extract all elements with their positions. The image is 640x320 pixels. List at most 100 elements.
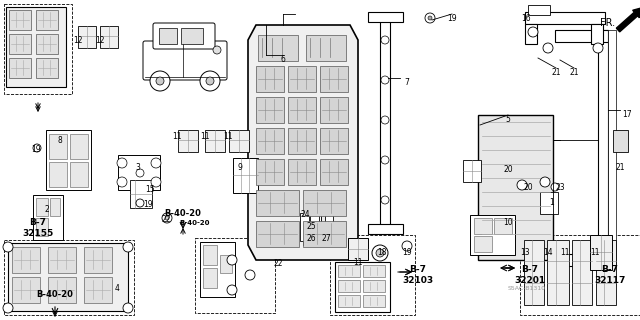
Bar [478, 115, 553, 260]
Bar [256, 190, 299, 216]
Circle shape [123, 242, 133, 252]
Bar [256, 66, 284, 92]
Circle shape [117, 158, 127, 168]
Bar [256, 221, 299, 247]
Bar [300, 213, 309, 241]
Bar [258, 35, 298, 61]
Bar [338, 280, 360, 292]
Text: S5AC-B1310: S5AC-B1310 [508, 286, 546, 291]
Bar [303, 190, 346, 216]
Text: 11: 11 [172, 132, 182, 141]
Text: 6: 6 [280, 55, 285, 64]
Bar [494, 218, 512, 234]
Bar [555, 30, 608, 42]
Bar [520, 235, 640, 315]
Bar [256, 97, 284, 123]
Bar [200, 242, 235, 297]
Bar [525, 24, 537, 44]
Bar [181, 28, 203, 44]
Circle shape [245, 270, 255, 280]
Text: 11: 11 [200, 132, 210, 141]
Bar [12, 247, 40, 273]
Bar [9, 34, 31, 54]
Text: B-40-20: B-40-20 [36, 290, 74, 299]
Circle shape [151, 158, 161, 168]
Bar [229, 130, 249, 152]
Bar [320, 97, 348, 123]
Circle shape [517, 180, 527, 190]
Bar [330, 235, 415, 315]
Polygon shape [248, 25, 358, 260]
Bar [320, 159, 348, 185]
Circle shape [402, 241, 412, 251]
Bar [613, 130, 628, 152]
Bar [572, 240, 592, 305]
Text: B-40-20: B-40-20 [180, 220, 211, 226]
Bar [524, 240, 544, 305]
Circle shape [381, 196, 389, 204]
Circle shape [376, 249, 384, 257]
Text: 3: 3 [136, 163, 140, 172]
Bar [4, 4, 72, 94]
Text: 12: 12 [95, 36, 105, 45]
Bar [49, 134, 67, 159]
Text: B-7: B-7 [522, 265, 538, 274]
Bar [310, 226, 319, 241]
Bar [303, 221, 346, 247]
Circle shape [381, 156, 389, 164]
Text: 19: 19 [447, 14, 457, 23]
Text: 27: 27 [321, 234, 331, 243]
Text: 17: 17 [622, 110, 632, 119]
Bar [598, 30, 608, 265]
Text: 32117: 32117 [595, 276, 626, 285]
Bar [8, 243, 128, 311]
Text: 26: 26 [306, 234, 316, 243]
Bar [463, 160, 481, 182]
Bar [70, 162, 88, 187]
Text: FR.: FR. [600, 18, 616, 28]
Bar [48, 277, 76, 303]
Text: 10: 10 [503, 218, 513, 227]
Bar [363, 265, 385, 277]
Bar [203, 245, 217, 265]
Bar [596, 240, 616, 305]
Bar [608, 30, 616, 265]
Text: 13: 13 [520, 248, 530, 257]
Text: 1: 1 [550, 198, 554, 207]
Bar [288, 128, 316, 154]
Circle shape [150, 71, 170, 91]
Text: 25: 25 [306, 222, 316, 231]
Bar [159, 28, 177, 44]
Bar [540, 192, 558, 214]
Text: 22: 22 [161, 215, 171, 224]
Bar [338, 295, 360, 307]
Bar [118, 155, 160, 190]
Text: 22: 22 [273, 259, 283, 268]
Bar [313, 215, 321, 245]
Bar [36, 34, 58, 54]
Circle shape [372, 245, 388, 261]
Bar [555, 254, 608, 266]
Circle shape [117, 177, 127, 187]
Text: 14: 14 [543, 248, 553, 257]
Circle shape [136, 199, 144, 207]
Text: 7: 7 [404, 78, 410, 87]
Text: 19: 19 [402, 248, 412, 257]
Text: 32155: 32155 [22, 229, 54, 238]
Text: 12: 12 [73, 36, 83, 45]
Bar [178, 130, 198, 152]
Text: 11: 11 [353, 258, 363, 267]
Bar [325, 215, 333, 245]
Circle shape [123, 303, 133, 313]
Bar [474, 236, 492, 252]
Bar [320, 226, 336, 241]
Text: B-40-20: B-40-20 [164, 209, 202, 218]
FancyBboxPatch shape [153, 23, 215, 49]
Bar [36, 218, 48, 236]
Text: 23: 23 [555, 183, 565, 192]
Circle shape [543, 43, 553, 53]
Text: 21: 21 [551, 68, 561, 77]
Circle shape [425, 13, 435, 23]
Text: 11: 11 [560, 248, 570, 257]
Bar [203, 268, 217, 288]
